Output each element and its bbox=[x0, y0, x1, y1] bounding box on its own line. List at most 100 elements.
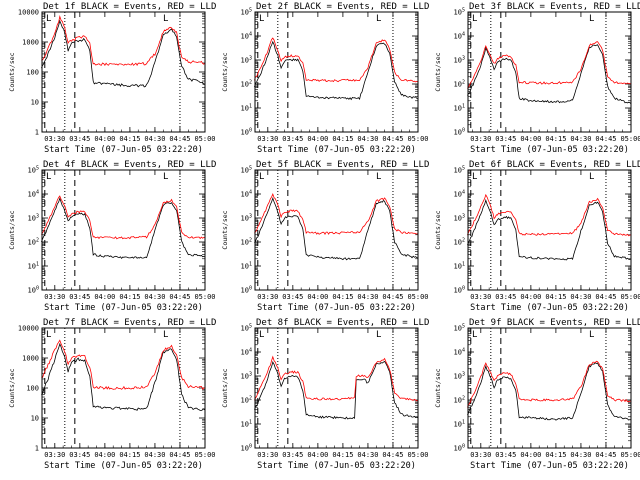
x-axis-label: Start Time (07-Jun-05 03:22:20) bbox=[44, 145, 203, 155]
y-tick-label: 101 bbox=[454, 420, 465, 429]
series-line-events bbox=[467, 44, 632, 105]
series-line-events bbox=[254, 360, 419, 420]
x-axis-label: Start Time (07-Jun-05 03:22:20) bbox=[44, 461, 203, 471]
y-tick-label: 102 bbox=[454, 396, 465, 405]
y-tick-label: 102 bbox=[241, 396, 252, 405]
x-tick-label: 04:00 bbox=[520, 135, 541, 143]
x-tick-label: 04:45 bbox=[382, 451, 403, 459]
y-tick-label: 104 bbox=[454, 348, 465, 357]
x-tick-label: 03:30 bbox=[257, 451, 278, 459]
y-tick-exponent: 1 bbox=[36, 262, 39, 268]
x-tick-label: 04:00 bbox=[520, 293, 541, 301]
y-tick-label: 105 bbox=[241, 166, 252, 175]
y-tick-exponent: 0 bbox=[462, 286, 465, 292]
x-tick-label: 03:30 bbox=[257, 293, 278, 301]
legend-mark: L bbox=[46, 172, 51, 182]
y-tick-exponent: 2 bbox=[249, 80, 252, 86]
y-tick-label: 102 bbox=[454, 238, 465, 247]
series-line-lld bbox=[467, 360, 632, 408]
x-tick-label: 04:15 bbox=[119, 451, 140, 459]
y-tick-exponent: 5 bbox=[36, 166, 39, 172]
panel: Det 3f BLACK = Events, RED = LLD Counts/s… bbox=[434, 2, 640, 155]
x-tick-label: 04:45 bbox=[382, 135, 403, 143]
legend-mark: L bbox=[376, 172, 381, 182]
y-tick-label: 104 bbox=[454, 32, 465, 41]
legend-mark: L bbox=[259, 172, 264, 182]
panel: Det 7f BLACK = Events, RED = LLD Counts/s… bbox=[8, 318, 216, 471]
y-tick-label: 104 bbox=[241, 348, 252, 357]
x-tick-label: 05:00 bbox=[407, 135, 428, 143]
legend-mark: L bbox=[163, 172, 168, 182]
x-axis-label: Start Time (07-Jun-05 03:22:20) bbox=[257, 145, 416, 155]
y-tick-exponent: 1 bbox=[249, 420, 252, 426]
y-tick-exponent: 3 bbox=[36, 214, 39, 220]
x-tick-label: 03:45 bbox=[495, 135, 516, 143]
x-tick-label: 04:45 bbox=[595, 135, 616, 143]
y-tick-label: 101 bbox=[241, 420, 252, 429]
y-tick-label: 103 bbox=[241, 372, 252, 381]
panel-title: Det 3f BLACK = Events, RED = LLD bbox=[469, 2, 640, 12]
x-tick-label: 03:30 bbox=[44, 293, 65, 301]
panel: Det 5f BLACK = Events, RED = LLD Counts/s… bbox=[221, 160, 429, 313]
y-tick-label: 102 bbox=[28, 238, 39, 247]
y-tick-label: 105 bbox=[241, 8, 252, 17]
x-tick-label: 04:45 bbox=[169, 293, 190, 301]
y-axis-label: Counts/sec bbox=[434, 210, 442, 249]
panel: Det 4f BLACK = Events, RED = LLD Counts/s… bbox=[8, 160, 216, 313]
x-tick-label: 04:30 bbox=[570, 293, 591, 301]
y-tick-label: 100 bbox=[241, 286, 252, 295]
x-tick-label: 04:15 bbox=[332, 451, 353, 459]
panel-title: Det 6f BLACK = Events, RED = LLD bbox=[469, 160, 640, 170]
x-axis-label: Start Time (07-Jun-05 03:22:20) bbox=[470, 145, 629, 155]
x-tick-label: 04:30 bbox=[144, 135, 165, 143]
y-tick-exponent: 4 bbox=[462, 348, 465, 354]
legend-mark: L bbox=[472, 14, 477, 24]
x-tick-label: 04:30 bbox=[570, 135, 591, 143]
panel-title: Det 7f BLACK = Events, RED = LLD bbox=[43, 318, 216, 328]
y-tick-exponent: 0 bbox=[249, 286, 252, 292]
x-tick-label: 03:45 bbox=[69, 451, 90, 459]
y-tick-label: 101 bbox=[454, 262, 465, 271]
x-tick-label: 05:00 bbox=[620, 293, 640, 301]
y-tick-exponent: 4 bbox=[36, 190, 39, 196]
x-tick-label: 04:00 bbox=[307, 293, 328, 301]
series-line-lld bbox=[467, 193, 632, 237]
x-tick-label: 04:15 bbox=[119, 135, 140, 143]
y-axis-label: Counts/sec bbox=[221, 52, 229, 91]
panel-title: Det 1f BLACK = Events, RED = LLD bbox=[43, 2, 216, 12]
y-tick-label: 101 bbox=[28, 262, 39, 271]
y-tick-exponent: 3 bbox=[462, 214, 465, 220]
y-tick-exponent: 3 bbox=[249, 214, 252, 220]
panel: Det 1f BLACK = Events, RED = LLD Counts/s… bbox=[8, 2, 216, 155]
series-line-lld bbox=[41, 339, 206, 390]
x-tick-label: 04:30 bbox=[357, 293, 378, 301]
y-tick-exponent: 4 bbox=[249, 190, 252, 196]
panel: Det 9f BLACK = Events, RED = LLD Counts/s… bbox=[434, 318, 640, 471]
y-tick-exponent: 3 bbox=[462, 372, 465, 378]
x-tick-label: 04:00 bbox=[307, 135, 328, 143]
y-tick-exponent: 1 bbox=[462, 420, 465, 426]
x-axis-label: Start Time (07-Jun-05 03:22:20) bbox=[470, 461, 629, 471]
x-tick-label: 05:00 bbox=[620, 451, 640, 459]
y-tick-label: 103 bbox=[454, 214, 465, 223]
series-line-events bbox=[41, 19, 206, 88]
legend-mark: L bbox=[46, 330, 51, 340]
series-line-lld bbox=[41, 14, 206, 67]
x-tick-label: 05:00 bbox=[407, 293, 428, 301]
y-tick-exponent: 3 bbox=[462, 56, 465, 62]
legend-mark: L bbox=[259, 14, 264, 24]
x-tick-label: 04:30 bbox=[570, 451, 591, 459]
plot-frame bbox=[467, 327, 632, 449]
legend-mark: L bbox=[376, 330, 381, 340]
y-tick-exponent: 2 bbox=[462, 80, 465, 86]
series-line-events bbox=[467, 362, 632, 421]
series-line-lld bbox=[254, 355, 419, 402]
plot-frame bbox=[467, 169, 632, 291]
x-tick-label: 04:45 bbox=[169, 451, 190, 459]
x-tick-label: 04:00 bbox=[520, 451, 541, 459]
y-tick-exponent: 1 bbox=[249, 262, 252, 268]
y-tick-label: 103 bbox=[28, 214, 39, 223]
x-tick-label: 03:45 bbox=[495, 293, 516, 301]
series-line-events bbox=[41, 342, 206, 411]
